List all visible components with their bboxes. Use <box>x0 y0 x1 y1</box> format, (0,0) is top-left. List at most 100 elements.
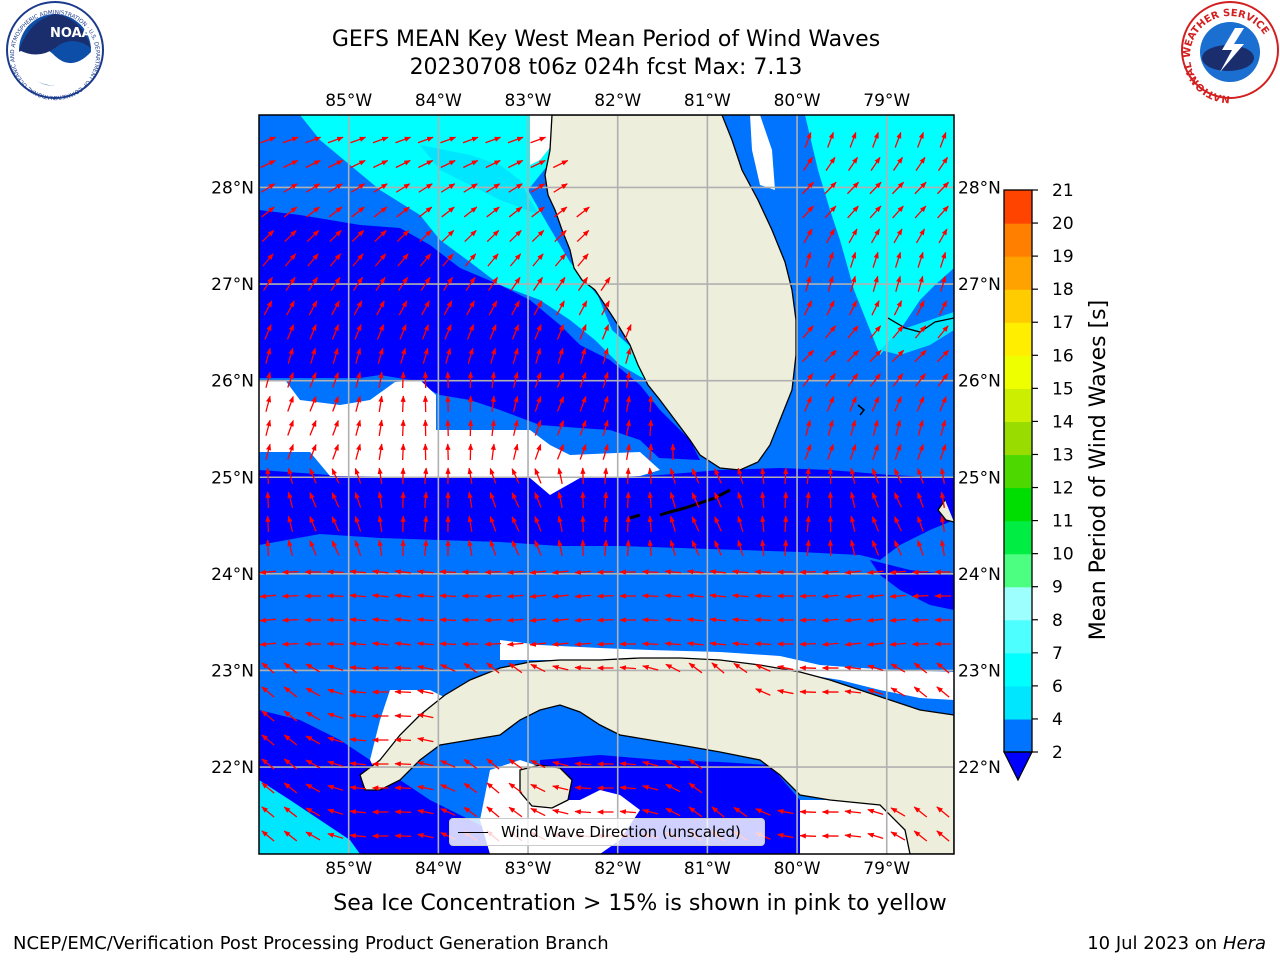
land-bimini <box>857 404 866 416</box>
wind-arrow <box>580 347 587 364</box>
wind-arrow <box>354 323 362 340</box>
wind-arrow <box>466 300 475 316</box>
wind-arrow <box>805 515 811 533</box>
lon-tick-top: 84°W <box>415 91 462 111</box>
wind-arrow <box>259 593 277 599</box>
wind-arrow <box>378 395 384 413</box>
wind-arrow <box>849 396 857 412</box>
wind-arrow <box>329 253 342 267</box>
wind-arrow <box>265 467 271 485</box>
wind-arrow <box>827 419 834 436</box>
land-key-west <box>629 513 641 520</box>
wind-arrow <box>263 300 273 316</box>
wind-arrow <box>440 159 456 169</box>
wind-arrow <box>892 373 904 387</box>
wind-arrow <box>423 539 429 557</box>
wind-arrow <box>467 467 473 484</box>
wind-arrow <box>936 662 950 674</box>
wind-arrow <box>871 396 880 412</box>
wind-arrow <box>350 183 366 193</box>
lat-tick-left: 25°N <box>211 468 254 488</box>
wind-arrow <box>664 593 682 599</box>
wind-arrow <box>893 228 903 244</box>
wind-arrow <box>866 641 884 647</box>
wind-arrow <box>374 253 387 267</box>
wind-arrow <box>847 156 859 171</box>
wind-arrow <box>489 539 497 556</box>
wind-arrow <box>827 443 834 460</box>
wind-arrow <box>913 662 928 674</box>
wind-arrow <box>463 782 478 794</box>
wind-arrow <box>827 275 834 292</box>
wind-arrow <box>531 206 545 218</box>
wind-arrow <box>490 395 496 413</box>
wind-arrow <box>737 539 744 556</box>
wind-arrow <box>394 833 412 839</box>
wind-arrow <box>422 347 429 364</box>
colorbar-cell <box>1004 586 1032 621</box>
chart-subtitle-run: 20230708 t06z 024h fcst Max: 7.13 <box>409 55 803 80</box>
wind-arrow <box>731 569 749 575</box>
wind-arrow <box>799 641 817 647</box>
wind-arrow <box>805 419 812 436</box>
wind-arrow <box>936 686 950 698</box>
colorbar-tick-label: 2 <box>1052 743 1063 763</box>
credit-branch: NCEP/EMC/Verification Post Processing Pr… <box>13 933 609 954</box>
wind-arrow <box>463 806 478 818</box>
wind-arrow <box>506 617 524 623</box>
wind-arrow <box>892 205 904 219</box>
wind-arrow <box>556 323 565 340</box>
wind-arrow <box>307 253 319 267</box>
wind-arrow <box>625 539 631 557</box>
wind-arrow <box>287 539 294 556</box>
legend-label: Wind Wave Direction (unscaled) <box>501 823 741 841</box>
wind-arrow <box>937 205 949 219</box>
wind-arrow <box>686 617 704 623</box>
wind-arrow <box>442 253 454 267</box>
wind-arrow <box>872 419 879 436</box>
wind-arrow <box>552 664 569 671</box>
wind-arrow <box>419 229 432 243</box>
band-2s-north <box>259 210 700 460</box>
wind-arrow <box>328 159 344 169</box>
wind-arrow <box>534 491 542 508</box>
wind-arrow <box>691 492 700 508</box>
legend-line-sample <box>458 832 488 833</box>
wind-arrow <box>287 443 294 460</box>
wind-arrow <box>463 183 478 193</box>
wind-arrow <box>506 641 524 647</box>
wind-arrow <box>709 641 727 647</box>
wind-arrow <box>737 491 744 508</box>
wind-arrow <box>440 808 456 816</box>
wind-arrow <box>400 371 406 389</box>
wind-arrow <box>917 515 924 532</box>
wind-arrow <box>283 206 298 218</box>
wind-arrow <box>889 593 907 599</box>
wind-arrow <box>894 516 902 532</box>
wind-arrow <box>331 516 340 532</box>
wind-arrow <box>530 807 546 817</box>
wind-arrow <box>508 806 523 818</box>
wind-arrow <box>939 131 947 148</box>
wind-arrow <box>354 467 362 484</box>
colorbar-tick-label: 12 <box>1052 479 1074 499</box>
wind-arrow <box>576 229 590 243</box>
wind-arrow <box>754 569 772 575</box>
wind-arrow <box>917 251 924 268</box>
wind-arrow <box>576 206 590 218</box>
colorbar-tick-label: 6 <box>1052 677 1063 697</box>
wind-arrow <box>465 276 476 291</box>
wind-arrow <box>507 136 524 144</box>
wind-arrow <box>911 569 929 575</box>
lat-tick-left: 23°N <box>211 661 254 681</box>
wind-arrow <box>512 371 519 388</box>
wind-arrow <box>579 395 587 412</box>
wind-arrow <box>871 515 880 532</box>
wind-arrow <box>394 737 412 743</box>
wind-arrow <box>420 276 431 291</box>
wind-arrow <box>417 737 434 743</box>
wind-arrow <box>396 229 410 243</box>
wind-arrow <box>937 373 949 387</box>
colorbar-cell <box>1004 223 1032 257</box>
wind-arrow <box>552 784 569 791</box>
